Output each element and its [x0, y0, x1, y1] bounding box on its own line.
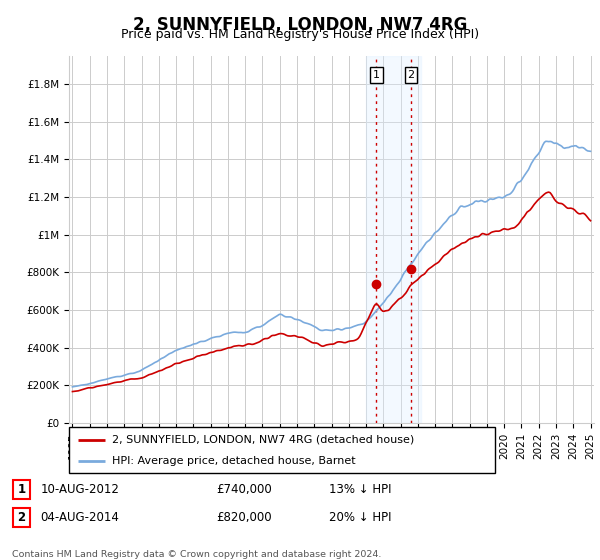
Text: 2: 2 [407, 70, 415, 80]
Text: 2, SUNNYFIELD, LONDON, NW7 4RG (detached house): 2, SUNNYFIELD, LONDON, NW7 4RG (detached… [112, 435, 414, 445]
Bar [13, 507, 30, 528]
Text: Contains HM Land Registry data © Crown copyright and database right 2024.
This d: Contains HM Land Registry data © Crown c… [12, 550, 382, 560]
Text: 13% ↓ HPI: 13% ↓ HPI [329, 483, 391, 496]
Text: 1: 1 [17, 483, 26, 496]
Text: 10-AUG-2012: 10-AUG-2012 [41, 483, 119, 496]
Text: £820,000: £820,000 [216, 511, 272, 524]
Text: 04-AUG-2014: 04-AUG-2014 [41, 511, 119, 524]
Bar [13, 479, 30, 500]
Text: Price paid vs. HM Land Registry's House Price Index (HPI): Price paid vs. HM Land Registry's House … [121, 28, 479, 41]
Bar [366, 56, 421, 423]
Text: 20% ↓ HPI: 20% ↓ HPI [329, 511, 391, 524]
Text: HPI: Average price, detached house, Barnet: HPI: Average price, detached house, Barn… [112, 456, 355, 466]
Text: £740,000: £740,000 [216, 483, 272, 496]
Text: 1: 1 [373, 70, 380, 80]
Text: 2: 2 [17, 511, 26, 524]
Text: 2, SUNNYFIELD, LONDON, NW7 4RG: 2, SUNNYFIELD, LONDON, NW7 4RG [133, 16, 467, 34]
